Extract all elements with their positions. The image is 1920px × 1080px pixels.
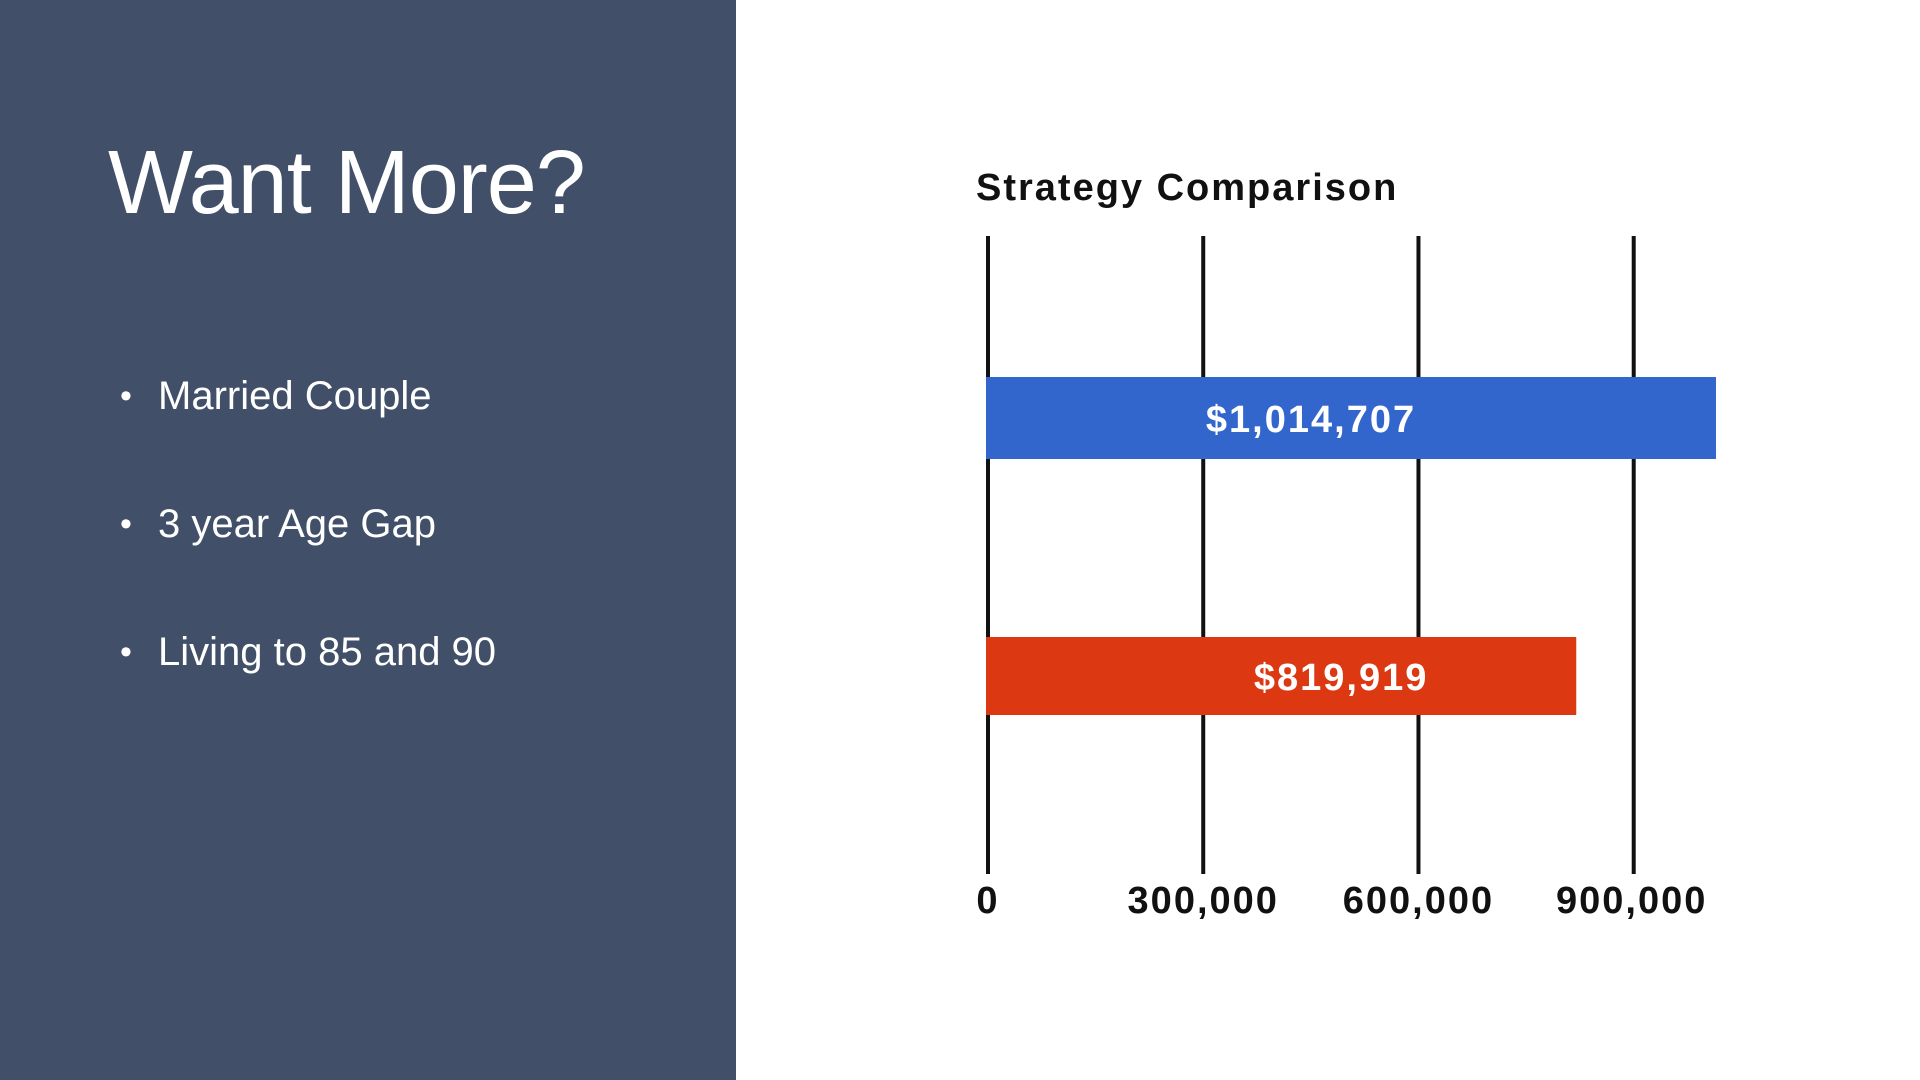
bullet-dot-icon: • xyxy=(120,377,132,415)
bar xyxy=(986,377,1716,459)
chart-title: Strategy Comparison xyxy=(976,167,1398,209)
bar-value-label: $819,919 xyxy=(1254,657,1429,699)
bullet-dot-icon: • xyxy=(120,505,132,543)
bullet-text: Living to 85 and 90 xyxy=(158,630,497,674)
bullet-list: • Married Couple • 3 year Age Gap • Livi… xyxy=(120,368,496,752)
bullet-text: Married Couple xyxy=(158,374,432,418)
gridlines xyxy=(986,236,1636,874)
bullet-item: • Living to 85 and 90 xyxy=(120,624,496,752)
x-tick-label: 600,000 xyxy=(1343,880,1494,922)
x-tick-label: 300,000 xyxy=(1128,880,1279,922)
bars xyxy=(986,377,1716,715)
x-axis-ticks: 0 300,000 600,000 900,000 xyxy=(976,880,1707,922)
bar xyxy=(986,637,1577,715)
slide-title: Want More? xyxy=(108,133,586,233)
bar-labels: $1,014,707 $819,919 xyxy=(1206,399,1429,699)
bar-value-label: $1,014,707 xyxy=(1206,399,1416,441)
bullet-item: • Married Couple xyxy=(120,368,496,496)
bullet-text: 3 year Age Gap xyxy=(158,502,436,546)
left-panel: Want More? • Married Couple • 3 year Age… xyxy=(0,0,736,1080)
x-tick-label: 900,000 xyxy=(1556,880,1707,922)
x-tick-label: 0 xyxy=(976,880,999,922)
bullet-item: • 3 year Age Gap xyxy=(120,496,496,624)
bullet-dot-icon: • xyxy=(120,633,132,671)
